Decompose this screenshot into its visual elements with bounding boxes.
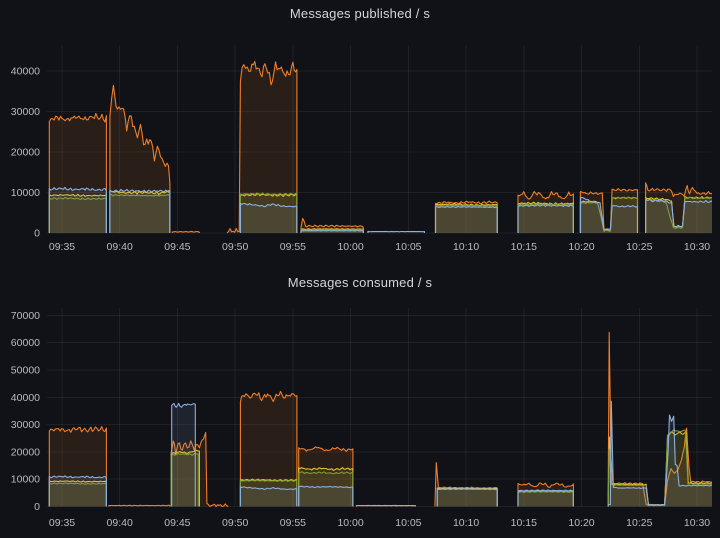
y-tick-label: 10000 bbox=[11, 187, 40, 199]
panel-title-consumed[interactable]: Messages consumed / s bbox=[287, 275, 433, 290]
grid-lines bbox=[47, 308, 712, 507]
y-tick-label: 30000 bbox=[11, 419, 40, 431]
x-tick-label: 10:25 bbox=[626, 517, 652, 529]
y-tick-label: 70000 bbox=[11, 310, 40, 322]
x-tick-label: 09:45 bbox=[164, 241, 190, 253]
y-tick-label: 20000 bbox=[11, 147, 40, 159]
chart-messages-consumed: 0 10000 20000 30000 40000 50000 60000 70000 09:3… bbox=[11, 308, 712, 529]
x-tick-label: 09:35 bbox=[49, 517, 75, 529]
x-tick-label: 10:15 bbox=[511, 517, 537, 529]
y-tick-label: 40000 bbox=[11, 392, 40, 404]
x-tick-label: 09:40 bbox=[107, 241, 133, 253]
y-tick-label: 10000 bbox=[11, 474, 40, 486]
series-blue bbox=[48, 400, 712, 507]
x-tick-label: 09:50 bbox=[222, 241, 248, 253]
series-plot-area bbox=[48, 331, 712, 508]
y-tick-label: 50000 bbox=[11, 365, 40, 377]
x-tick-label: 10:05 bbox=[395, 241, 421, 253]
x-axis-labels: 09:35 09:40 09:45 09:50 09:55 10:00 10:05 10:10… bbox=[49, 241, 710, 253]
y-tick-label: 60000 bbox=[11, 337, 40, 349]
x-tick-label: 09:55 bbox=[280, 241, 306, 253]
x-tick-label: 10:15 bbox=[511, 241, 537, 253]
x-tick-label: 09:40 bbox=[107, 517, 133, 529]
x-tick-label: 10:05 bbox=[395, 517, 421, 529]
x-tick-label: 10:00 bbox=[337, 517, 363, 529]
x-tick-label: 10:20 bbox=[568, 517, 594, 529]
y-axis-labels: 0 10000 20000 30000 40000 bbox=[11, 66, 40, 240]
series-orange bbox=[48, 60, 712, 234]
x-tick-label: 10:10 bbox=[453, 241, 479, 253]
chart-messages-published: 0 10000 20000 30000 40000 09:35 09:40 09:45 09:5… bbox=[11, 45, 712, 253]
x-tick-label: 10:30 bbox=[684, 241, 710, 253]
x-tick-label: 09:45 bbox=[164, 517, 190, 529]
x-tick-label: 10:20 bbox=[568, 241, 594, 253]
y-tick-label: 0 bbox=[34, 501, 40, 513]
x-tick-label: 10:10 bbox=[453, 517, 479, 529]
panel-messages-consumed: Messages consumed / s 0 10000 20000 30000 40… bbox=[0, 269, 720, 538]
panel-title-published[interactable]: Messages published / s bbox=[289, 6, 431, 21]
panel-messages-published: Messages published / s 0 10000 20000 30000 4… bbox=[11, 6, 712, 253]
series-blue bbox=[48, 186, 712, 233]
y-tick-label: 30000 bbox=[11, 106, 40, 118]
series-plot-area bbox=[48, 60, 712, 234]
x-tick-label: 10:30 bbox=[684, 517, 710, 529]
y-axis-labels: 0 10000 20000 30000 40000 50000 60000 70000 bbox=[11, 310, 40, 513]
y-tick-label: 20000 bbox=[11, 446, 40, 458]
x-tick-label: 09:50 bbox=[222, 517, 248, 529]
y-tick-label: 40000 bbox=[11, 66, 40, 78]
series-green bbox=[48, 192, 712, 233]
x-axis-labels: 09:35 09:40 09:45 09:50 09:55 10:00 10:05 10:10… bbox=[49, 517, 710, 529]
y-tick-label: 0 bbox=[34, 228, 40, 240]
x-tick-label: 09:55 bbox=[280, 517, 306, 529]
x-tick-label: 10:00 bbox=[337, 241, 363, 253]
x-tick-label: 10:25 bbox=[626, 241, 652, 253]
x-tick-label: 09:35 bbox=[49, 241, 75, 253]
series-yellow bbox=[48, 190, 712, 233]
